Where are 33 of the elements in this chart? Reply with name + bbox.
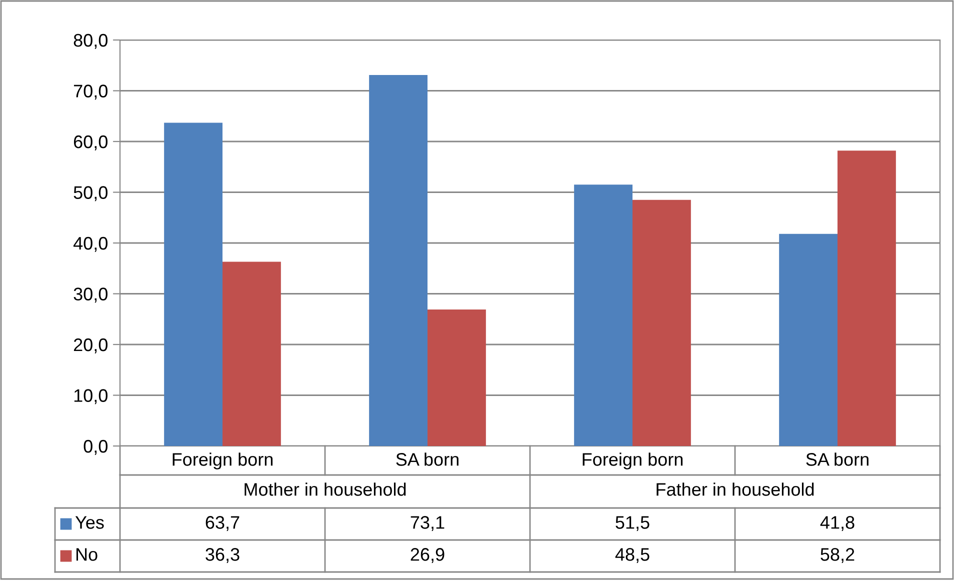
y-tick-label: 50,0 [74, 186, 108, 202]
y-tick-label: 60,0 [74, 135, 108, 150]
legend-label: Yes [75, 516, 104, 529]
data-label: 73,1 [410, 516, 444, 531]
x-tick-label: Foreign born [582, 452, 683, 470]
y-tick-label: 0,0 [84, 440, 108, 455]
data-label: 58,2 [820, 548, 854, 563]
y-tick-label: 40,0 [73, 236, 108, 252]
text: Mother in household [244, 482, 406, 496]
y-tick-label: 80,0 [74, 34, 108, 49]
bar [632, 200, 691, 446]
bar [222, 262, 281, 446]
x-tick-label: SA born [396, 452, 458, 466]
text: Father in household [656, 482, 814, 496]
y-tick-label: 20,0 [74, 338, 108, 354]
y-tick-label: 70,0 [74, 84, 108, 100]
data-label: 26,9 [410, 548, 444, 563]
bar [574, 184, 632, 446]
data-label: 36,3 [206, 548, 240, 563]
data-label: 41,8 [820, 516, 854, 531]
data-label: 48,5 [615, 548, 650, 563]
bar [164, 122, 222, 446]
bar [369, 75, 428, 446]
x-tick-label: Foreign born [172, 452, 273, 470]
data-label: 63,7 [206, 516, 240, 531]
data-label: 51,5 [616, 516, 650, 531]
bar [428, 309, 486, 446]
bar [779, 234, 838, 446]
x-tick-label: SA born [806, 452, 868, 466]
bar [838, 150, 896, 446]
legend-label: No [76, 548, 98, 561]
y-tick-label: 30,0 [74, 288, 108, 303]
y-tick-label: 10,0 [74, 389, 108, 404]
